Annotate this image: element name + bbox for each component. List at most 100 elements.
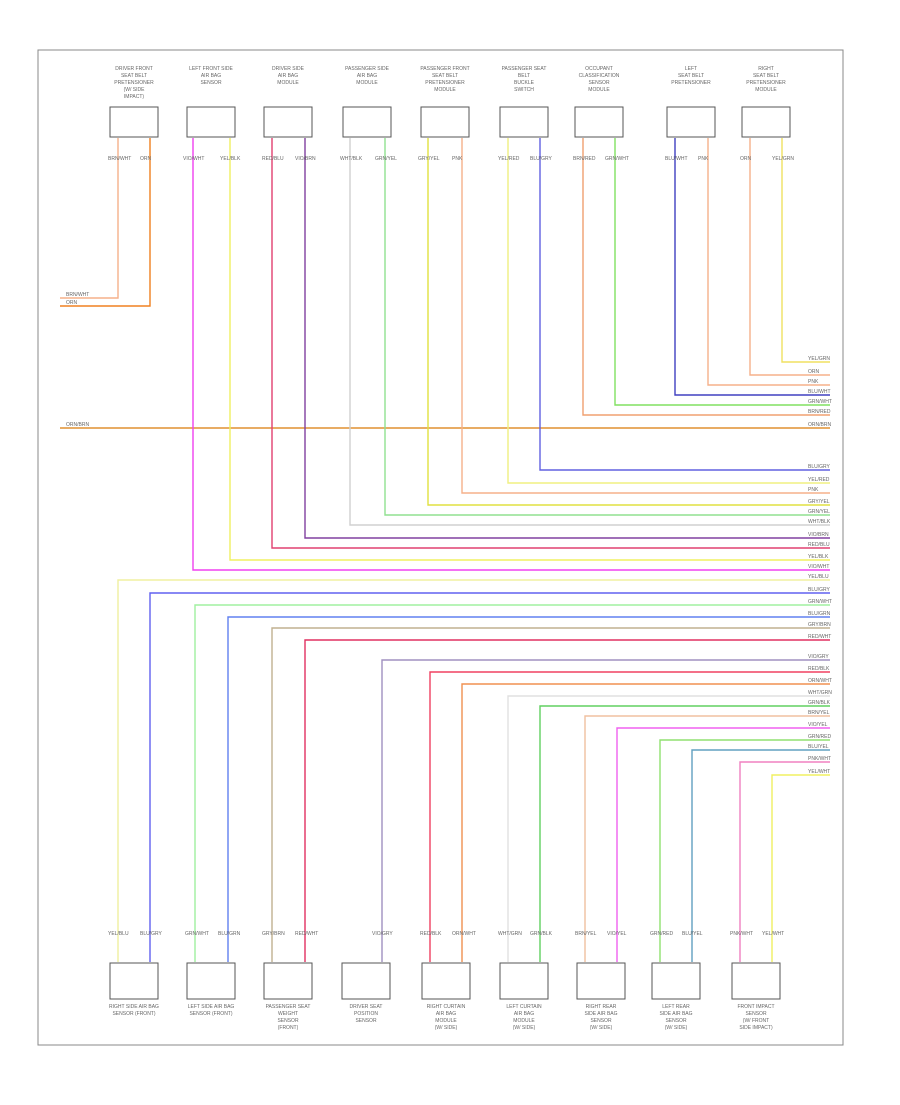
component-label: (W/ SIDE) xyxy=(590,1025,613,1031)
component-label: (W/ SIDE) xyxy=(665,1025,688,1031)
wire-code: VIO/YEL xyxy=(607,931,627,937)
component xyxy=(342,106,392,138)
wire-code: BRN/YEL xyxy=(575,931,597,937)
component-label: PRETENSIONER xyxy=(671,80,711,86)
wire-code: GRN/RED xyxy=(650,931,673,937)
wire-code: ORN xyxy=(740,156,752,162)
wire-code: VIO/BRN xyxy=(295,156,316,162)
wire xyxy=(349,138,830,526)
wire xyxy=(271,138,830,549)
wire xyxy=(539,705,830,962)
wire-code: VIO/GRY xyxy=(372,931,393,937)
wire-code: YEL/GRN xyxy=(772,156,794,162)
wire-code: GRN/BLK xyxy=(530,931,553,937)
component-label: CLASSIFICATION xyxy=(579,73,620,79)
component-label: MODULE xyxy=(588,87,610,93)
component-label: RIGHT xyxy=(758,66,774,72)
wire xyxy=(507,138,830,484)
wire-code: GRN/RED xyxy=(808,734,831,740)
wire xyxy=(749,138,830,376)
wire xyxy=(781,138,830,363)
wire-code: RED/BLU xyxy=(262,156,284,162)
wire xyxy=(507,695,830,962)
wire xyxy=(384,138,830,516)
wire-code: RED/WHT xyxy=(295,931,318,937)
component xyxy=(186,962,236,1000)
wire-code: GRN/WHT xyxy=(808,599,832,605)
wire-code: WHT/GRN xyxy=(498,931,522,937)
wire-code: WHT/BLK xyxy=(340,156,363,162)
wire-code: GRN/YEL xyxy=(375,156,397,162)
component-label: SENSOR xyxy=(277,1018,299,1024)
wire-code: BLU/GRN xyxy=(218,931,241,937)
wire-code: BLU/YEL xyxy=(808,744,829,750)
wire xyxy=(691,749,830,962)
wire-code: YEL/BLK xyxy=(808,554,829,560)
wire xyxy=(461,683,830,962)
wire-code: GRN/WHT xyxy=(605,156,629,162)
component-label: MODULE xyxy=(513,1018,535,1024)
wire-code: BLU/WHT xyxy=(808,389,831,395)
wire-code: VIO/WHT xyxy=(808,564,829,570)
wire-code: GRN/BLK xyxy=(808,700,831,706)
component-label: PRETENSIONER xyxy=(114,80,154,86)
component-label: SEAT BELT xyxy=(432,73,458,79)
component-label: SENSOR (FRONT) xyxy=(112,1011,155,1017)
wire-code: BLU/YEL xyxy=(682,931,703,937)
wire xyxy=(60,138,119,299)
component-label: MODULE xyxy=(755,87,777,93)
wire-code: BLU/GRY xyxy=(530,156,553,162)
component xyxy=(421,962,471,1000)
component-label: MODULE xyxy=(356,80,378,86)
wire-code: BRN/RED xyxy=(808,409,831,415)
component xyxy=(651,962,701,1000)
component-label: (FRONT) xyxy=(278,1025,299,1031)
wire-code: RED/BLU xyxy=(808,542,830,548)
component-label: LEFT CURTAIN xyxy=(506,1004,542,1010)
component xyxy=(666,106,716,138)
wire-code: PNK xyxy=(808,379,819,385)
component-label: RIGHT SIDE AIR BAG xyxy=(109,1004,159,1010)
wire-code: ORN/BRN xyxy=(66,422,89,428)
component-label: MODULE xyxy=(277,80,299,86)
component xyxy=(263,106,313,138)
component-label: POSITION xyxy=(354,1011,378,1017)
wire xyxy=(229,138,830,561)
wire-code: GRY/BRN xyxy=(808,622,831,628)
component-label: AIR BAG xyxy=(436,1011,456,1017)
component-label: SENSOR xyxy=(745,1011,767,1017)
component-label: (W/ SIDE) xyxy=(435,1025,458,1031)
component-label: FRONT IMPACT xyxy=(737,1004,774,1010)
component-label: SEAT BELT xyxy=(753,73,779,79)
component-label: DRIVER FRONT xyxy=(115,66,153,72)
component-label: BELT xyxy=(518,73,530,79)
component-label: PASSENGER SEAT xyxy=(502,66,547,72)
wire-code: PNK/WHT xyxy=(730,931,753,937)
component-label: LEFT REAR xyxy=(662,1004,690,1010)
component xyxy=(420,106,470,138)
wire xyxy=(614,138,830,406)
component xyxy=(576,962,626,1000)
wire xyxy=(739,761,830,962)
wire-code: BLU/GRY xyxy=(140,931,163,937)
component-label: LEFT SIDE AIR BAG xyxy=(188,1004,235,1010)
component xyxy=(186,106,236,138)
component-label: RIGHT REAR xyxy=(586,1004,617,1010)
wire-code: VIO/WHT xyxy=(183,156,204,162)
wire-code: BLU/GRY xyxy=(808,587,831,593)
wires: BRN/WHT BRN/WHT ORN ORN YEL/GRN YEL/GRN ORN ORN… xyxy=(60,138,832,962)
component-label: (W/ SIDE xyxy=(124,87,145,93)
component xyxy=(731,962,781,1000)
component-label: SENSOR (FRONT) xyxy=(189,1011,232,1017)
wire-code: PNK/WHT xyxy=(808,756,831,762)
component-label: PASSENGER FRONT xyxy=(420,66,469,72)
wire xyxy=(659,739,830,962)
component xyxy=(741,106,791,138)
wire-code: YEL/RED xyxy=(498,156,520,162)
wire xyxy=(192,138,830,571)
wire xyxy=(194,604,830,962)
component-label: SEAT BELT xyxy=(678,73,704,79)
component xyxy=(341,962,391,1000)
component-label: (W/ SIDE) xyxy=(513,1025,536,1031)
component-label: AIR BAG xyxy=(201,73,221,79)
